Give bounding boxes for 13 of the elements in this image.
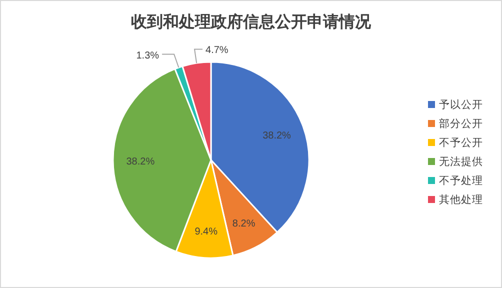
data-label: 38.2% — [126, 156, 155, 168]
data-label: 9.4% — [194, 226, 218, 238]
data-label: 8.2% — [232, 218, 256, 230]
data-label: 1.3% — [136, 50, 160, 62]
legend-label: 部分公开 — [439, 117, 483, 130]
legend-label: 予以公开 — [439, 98, 483, 111]
data-label: 38.2% — [262, 130, 292, 142]
legend-label: 其他处理 — [439, 193, 483, 206]
legend-label: 不予公开 — [439, 137, 483, 149]
legend-label: 无法提供 — [439, 155, 483, 168]
legend-label: 不予处理 — [439, 174, 483, 187]
chart-title: 收到和处理政府信息公开申请情况 — [131, 12, 372, 31]
data-label: 4.7% — [206, 45, 228, 56]
